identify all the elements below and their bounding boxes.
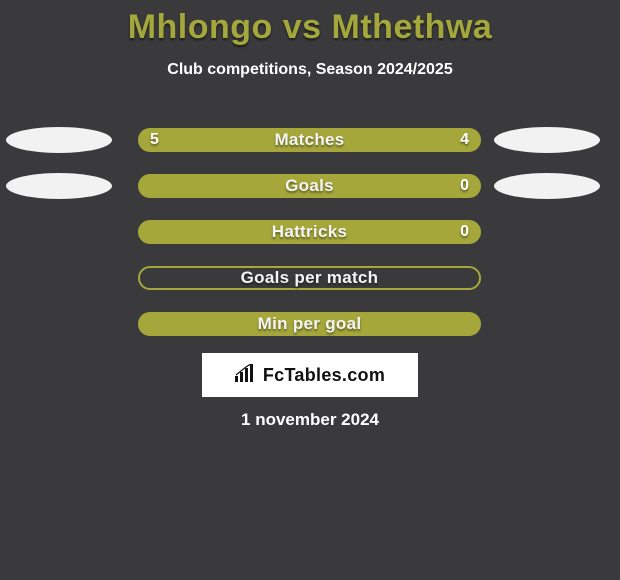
right-team-marker xyxy=(494,127,600,153)
stat-right-value: 0 xyxy=(460,223,469,241)
left-team-marker xyxy=(6,173,112,199)
stat-label: Goals xyxy=(140,176,479,196)
stat-label: Matches xyxy=(140,130,479,150)
stat-label: Min per goal xyxy=(140,314,479,334)
stat-bar: Goals 0 xyxy=(138,174,481,198)
stat-row-goals: Goals 0 xyxy=(0,163,620,209)
stat-label: Hattricks xyxy=(140,222,479,242)
watermark-text: FcTables.com xyxy=(263,365,385,386)
stat-label: Goals per match xyxy=(140,268,479,288)
date-label: 1 november 2024 xyxy=(0,410,620,430)
stat-bar: Hattricks 0 xyxy=(138,220,481,244)
left-team-marker xyxy=(6,127,112,153)
stat-bar: 5 Matches 4 xyxy=(138,128,481,152)
stat-row-goals-per-match: Goals per match xyxy=(0,255,620,301)
stat-row-hattricks: Hattricks 0 xyxy=(0,209,620,255)
chart-bars-icon xyxy=(235,364,257,387)
stat-bar: Min per goal xyxy=(138,312,481,336)
page-subtitle: Club competitions, Season 2024/2025 xyxy=(0,61,620,79)
title-text: Mhlongo vs Mthethwa xyxy=(128,8,493,46)
comparison-bars: 5 Matches 4 Goals 0 Hattricks 0 xyxy=(0,117,620,347)
stat-row-matches: 5 Matches 4 xyxy=(0,117,620,163)
stat-right-value: 4 xyxy=(460,131,469,149)
page-title: Mhlongo vs Mthethwa xyxy=(0,0,620,47)
stat-bar: Goals per match xyxy=(138,266,481,290)
stat-right-value: 0 xyxy=(460,177,469,195)
right-team-marker xyxy=(494,173,600,199)
stat-row-min-per-goal: Min per goal xyxy=(0,301,620,347)
watermark: FcTables.com xyxy=(202,353,418,397)
infographic-container: Mhlongo vs Mthethwa Club competitions, S… xyxy=(0,0,620,580)
